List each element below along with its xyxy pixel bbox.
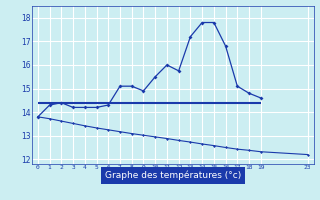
X-axis label: Graphe des températures (°c): Graphe des températures (°c) xyxy=(105,170,241,180)
